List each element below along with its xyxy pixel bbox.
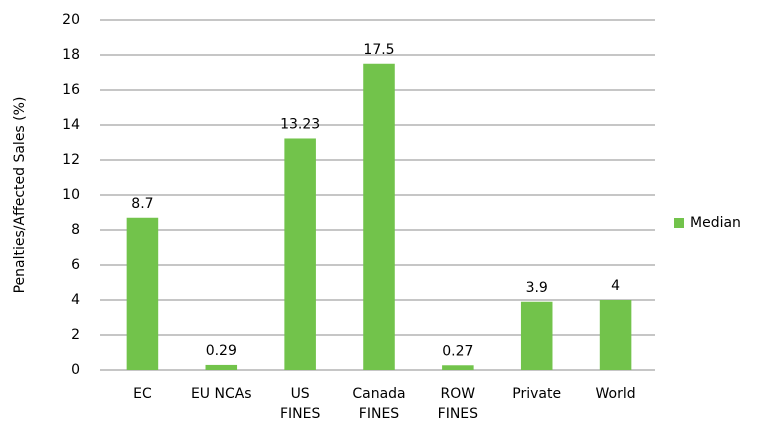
y-axis-title: Penalties/Affected Sales (%) (12, 97, 28, 294)
y-tick-label: 14 (62, 117, 80, 133)
y-tick-label: 2 (71, 327, 80, 343)
data-label: 3.9 (526, 280, 548, 296)
y-tick-label: 0 (71, 362, 80, 378)
data-label: 4 (611, 278, 620, 294)
y-tick-label: 6 (71, 257, 80, 273)
bar (205, 364, 238, 370)
y-tick-label: 4 (71, 292, 80, 308)
x-tick-label: US FINES (279, 386, 321, 422)
y-tick-label: 20 (62, 12, 80, 28)
x-tick-label: World (595, 386, 636, 402)
x-tick-label: EU NCAs (190, 386, 252, 402)
x-tick-label: EC (133, 386, 152, 402)
y-tick-label: 12 (62, 152, 80, 168)
data-label: 17.5 (363, 42, 394, 58)
y-tick-label: 8 (71, 222, 80, 238)
bar (363, 63, 395, 370)
legend-label: Median (690, 215, 741, 231)
x-tick-label: ROW FINES (437, 386, 479, 422)
y-tick-label: 18 (62, 47, 80, 63)
bar (442, 365, 474, 370)
data-label: 13.23 (280, 116, 320, 132)
data-label: 0.27 (442, 343, 473, 359)
x-tick-label: Canada FINES (352, 386, 406, 422)
legend-swatch (674, 218, 684, 228)
y-tick-label: 10 (62, 187, 80, 203)
bar (520, 301, 553, 370)
y-tick-label: 16 (62, 82, 80, 98)
bar (126, 217, 159, 370)
data-label: 8.7 (131, 196, 153, 212)
data-label: 0.29 (206, 343, 237, 359)
bar (284, 138, 316, 370)
x-tick-label: Private (512, 386, 562, 402)
bar (599, 300, 632, 370)
